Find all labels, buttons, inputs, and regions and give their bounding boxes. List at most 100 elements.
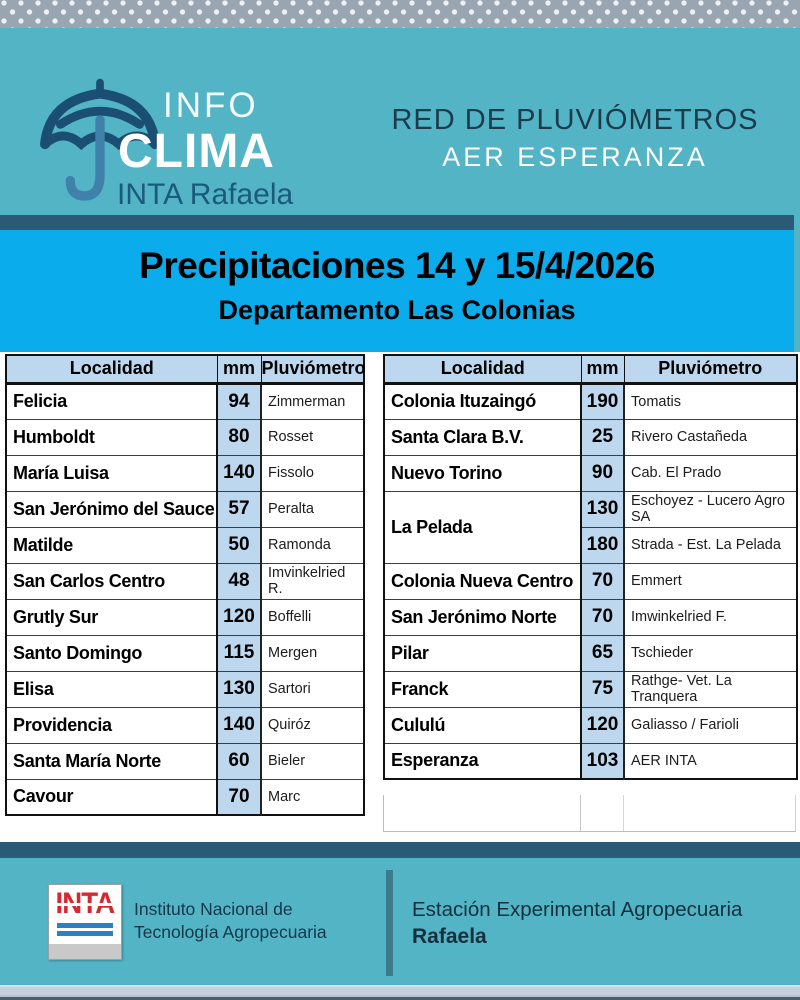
cell-pluviometro: Ramonda <box>260 526 365 564</box>
table-row: María Luisa 140 Fissolo <box>5 454 365 492</box>
cell-pluviometro: Eschoyez - Lucero Agro SA <box>623 490 798 528</box>
cell-localidad: Franck <box>383 670 582 708</box>
network-subtitle: AER ESPERANZA <box>442 142 708 172</box>
table-row: Humboldt 80 Rosset <box>5 418 365 456</box>
cell-mm: 80 <box>216 418 262 456</box>
table-row: Esperanza 103 AER INTA <box>383 742 798 780</box>
station-name-line2: Rafaela <box>412 925 487 948</box>
logo-word-clima: CLIMA <box>118 125 275 178</box>
cell-mm: 70 <box>580 562 625 600</box>
cell-localidad: Esperanza <box>383 742 582 780</box>
cell-mm: 103 <box>580 742 625 780</box>
cell-mm: 115 <box>216 634 262 672</box>
precipitation-tables: Localidad mm Pluviómetro Felicia 94 Zimmer… <box>0 352 800 842</box>
cell-pluviometro: Imvinkelried R. <box>260 562 365 600</box>
col-header-pluviometro: Pluviómetro <box>260 354 366 385</box>
bottom-light-strip <box>0 985 800 997</box>
institute-name: Instituto Nacional de Tecnología Agropec… <box>134 898 327 944</box>
table-row: Providencia 140 Quiróz <box>5 706 365 744</box>
table-row: San Jerónimo Norte 70 Imwinkelried F. <box>383 598 798 636</box>
network-title: RED DE PLUVIÓMETROS <box>391 104 759 136</box>
col-header-localidad: Localidad <box>5 354 218 385</box>
header-row: Localidad mm Pluviómetro <box>5 354 366 385</box>
cell-mm: 70 <box>580 598 625 636</box>
table-row: Santo Domingo 115 Mergen <box>5 634 365 672</box>
logo-word-info: INFO <box>163 86 259 125</box>
cell-mm: 140 <box>216 454 262 492</box>
cell-mm: 180 <box>580 526 625 564</box>
table-row: Cululú 120 Galiasso / Farioli <box>383 706 798 744</box>
cell-mm: 25 <box>580 418 625 456</box>
cell-pluviometro: Emmert <box>623 562 798 600</box>
cell-pluviometro: Mergen <box>260 634 365 672</box>
cell-mm: 90 <box>580 454 625 492</box>
cell-localidad: Santa María Norte <box>5 742 218 780</box>
cell-mm: 57 <box>216 490 262 528</box>
cell-localidad: Pilar <box>383 634 582 672</box>
table-row: Colonia Nueva Centro 70 Emmert <box>383 562 798 600</box>
cell-localidad: Cululú <box>383 706 582 744</box>
cell-localidad: Santa Clara B.V. <box>383 418 582 456</box>
report-subtitle: Departamento Las Colonias <box>218 295 576 325</box>
footer: INTA Instituto Nacional de Tecnología Ag… <box>0 858 800 985</box>
cell-pluviometro: Imwinkelried F. <box>623 598 798 636</box>
cell-localidad: Humboldt <box>5 418 218 456</box>
col-header-localidad: Localidad <box>383 354 582 385</box>
table-row: Elisa 130 Sartori <box>5 670 365 708</box>
col-header-mm: mm <box>216 354 262 385</box>
table-row: San Jerónimo del Sauce 57 Peralta <box>5 490 365 528</box>
cell-localidad: Cavour <box>5 778 218 816</box>
cell-localidad: La Pelada <box>383 490 582 564</box>
brand-header: INFO CLIMA INTA Rafaela RED DE PLUVIÓMET… <box>0 28 800 215</box>
header-row: Localidad mm Pluviómetro <box>383 354 798 385</box>
table-row: 180 Strada - Est. La Pelada <box>384 526 798 564</box>
cell-pluviometro: Strada - Est. La Pelada <box>623 526 798 564</box>
table-row: Franck 75 Rathge- Vet. La Tranquera <box>383 670 798 708</box>
cell-localidad: Felicia <box>5 382 218 420</box>
cell-localidad: Nuevo Torino <box>383 454 582 492</box>
cell-localidad: San Jerónimo del Sauce <box>5 490 218 528</box>
title-banner: Precipitaciones 14 y 15/4/2026 Departame… <box>0 230 794 352</box>
cell-pluviometro: Galiasso / Farioli <box>623 706 798 744</box>
cell-localidad: Providencia <box>5 706 218 744</box>
col-header-mm: mm <box>580 354 625 385</box>
inta-logo-stripe <box>57 923 113 928</box>
umbrella-icon <box>40 78 160 201</box>
cell-mm: 65 <box>580 634 625 672</box>
table-row: La Pelada 130 Eschoyez - Lucero Agro SA <box>383 490 798 564</box>
cell-mm: 50 <box>216 526 262 564</box>
table-row: Pilar 65 Tschieder <box>383 634 798 672</box>
cell-pluviometro: Bieler <box>260 742 365 780</box>
table-row: Nuevo Torino 90 Cab. El Prado <box>383 454 798 492</box>
cell-localidad: Colonia Nueva Centro <box>383 562 582 600</box>
table-row: Santa Clara B.V. 25 Rivero Castañeda <box>383 418 798 456</box>
institute-name-line2: Tecnología Agropecuaria <box>134 921 327 942</box>
institute-name-line1: Instituto Nacional de <box>134 899 293 919</box>
cell-mm: 190 <box>580 382 625 420</box>
precipitation-table-right: Localidad mm Pluviómetro Colonia Ituzain… <box>383 354 798 780</box>
cell-localidad: San Jerónimo Norte <box>383 598 582 636</box>
table-row: Cavour 70 Marc <box>5 778 365 816</box>
cell-mm: 140 <box>216 706 262 744</box>
cell-mm: 130 <box>580 490 625 528</box>
logo-word-inta-rafaela: INTA Rafaela <box>117 178 294 211</box>
inta-logo: INTA <box>48 884 122 960</box>
cell-pluviometro: AER INTA <box>623 742 798 780</box>
empty-spreadsheet-row <box>383 795 796 832</box>
cell-localidad: María Luisa <box>5 454 218 492</box>
cell-pluviometro: Sartori <box>260 670 365 708</box>
cell-mm: 130 <box>216 670 262 708</box>
table-row: San Carlos Centro 48 Imvinkelried R. <box>5 562 365 600</box>
network-heading: RED DE PLUVIÓMETROS AER ESPERANZA <box>355 104 795 173</box>
station-name: Estación Experimental Agropecuaria Rafae… <box>412 898 742 949</box>
table-row: Matilde 50 Ramonda <box>5 526 365 564</box>
inta-logo-stripe <box>57 931 113 936</box>
dotted-top-strip <box>0 0 800 28</box>
cell-pluviometro: Zimmerman <box>260 382 365 420</box>
footer-divider <box>386 870 393 976</box>
cell-pluviometro: Tschieder <box>623 634 798 672</box>
cell-mm: 70 <box>216 778 262 816</box>
table-row: Felicia 94 Zimmerman <box>5 382 365 420</box>
divider-bar-top <box>0 215 794 230</box>
